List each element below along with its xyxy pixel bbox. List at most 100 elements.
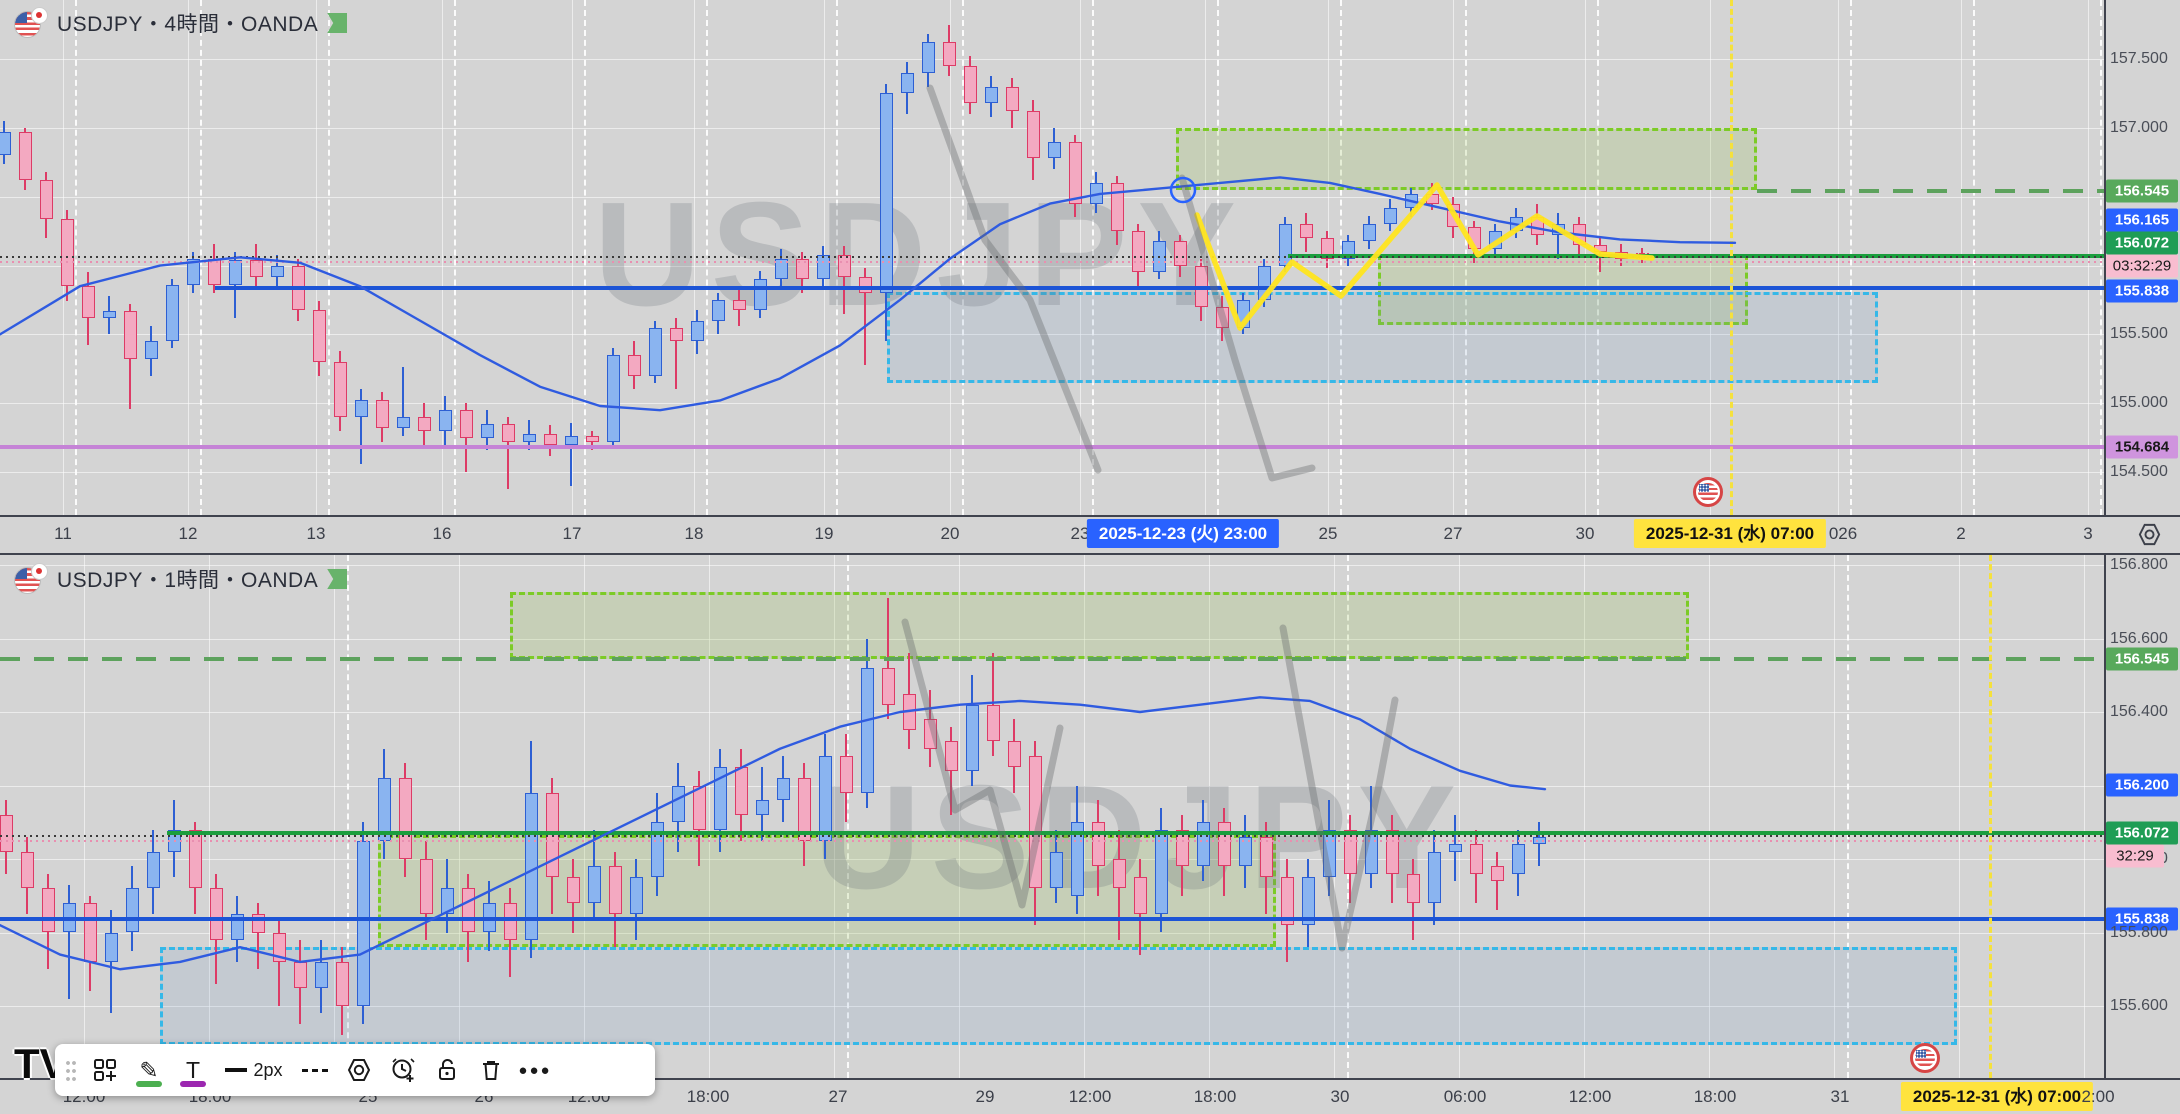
price-tick: 155.600 [2110, 997, 2168, 1014]
price-tick: 155.500 [2110, 325, 2168, 343]
pencil-icon: ✎ [139, 1056, 159, 1083]
event-vertical-line [1989, 555, 1992, 1078]
unlock-icon [439, 1058, 455, 1080]
text-tool-button[interactable]: T [173, 1050, 213, 1090]
template-icon [94, 1059, 116, 1081]
symbol-header-4h[interactable]: USDJPY・4時間・OANDA [14, 7, 348, 38]
price-tick: 157.000 [2110, 118, 2168, 136]
drawing-toolbar: ✎ T 2px [55, 1044, 655, 1096]
time-tick: 11 [54, 524, 72, 543]
price-tick: 154.500 [2110, 463, 2168, 481]
candle-body [480, 423, 494, 438]
usdjpy-pair-flag-icon [14, 7, 48, 38]
candle-body [921, 42, 935, 73]
time-tick: 31 [1830, 1087, 1850, 1106]
grid-line-horizontal [0, 127, 2104, 129]
chart-title-4h[interactable]: USDJPY・4時間・OANDA [57, 13, 319, 36]
us-flag-canton [1699, 484, 1709, 492]
template-button[interactable] [85, 1050, 125, 1090]
bookmark-flag-icon[interactable] [327, 13, 348, 33]
candle-body [543, 433, 557, 445]
time-tick: 3 [2083, 524, 2093, 543]
price-line-solid-purple[interactable] [0, 444, 2104, 449]
more-button[interactable]: ●●● [515, 1050, 555, 1090]
time-tick: 18:00 [1693, 1087, 1737, 1106]
candle-wick [465, 403, 467, 473]
settings-button[interactable] [339, 1050, 379, 1090]
time-axis-blue-label: 2025-12-23 (火) 23:00 [1086, 519, 1280, 548]
time-tick: 2 [1956, 524, 1966, 543]
time-tick: 16 [432, 524, 452, 543]
lock-button[interactable] [427, 1050, 467, 1090]
grid-line-horizontal [0, 638, 2104, 640]
symbol-header-1h[interactable]: USDJPY・1時間・OANDA [14, 563, 348, 594]
grid-line-vertical [1959, 555, 1960, 1078]
usdjpy-pair-flag-icon [14, 563, 48, 594]
toolbar-drag-handle-icon[interactable] [65, 1059, 77, 1081]
us-flag-icon [14, 567, 41, 594]
time-tick: 30 [1575, 524, 1595, 543]
price-label-green2: 156.072 [2106, 821, 2178, 845]
delete-button[interactable] [471, 1050, 511, 1090]
price-label-blue: 155.838 [2106, 279, 2178, 303]
time-axis-yellow-label: 2025-12-31 (水) 07:00 [1633, 519, 1827, 548]
axis-settings-button[interactable] [2136, 521, 2163, 553]
time-tick: 12:00 [1068, 1087, 1112, 1106]
session-break-line [1847, 555, 1849, 1078]
trash-icon [483, 1061, 499, 1080]
dashed-line-icon [302, 1068, 328, 1072]
time-tick: 18:00 [686, 1087, 730, 1106]
time-tick: 19 [814, 524, 834, 543]
text-color-swatch-purple[interactable] [180, 1081, 206, 1087]
price-label-blue: 156.165 [2106, 208, 2178, 232]
time-tick: 18 [684, 524, 704, 543]
candle-body [522, 433, 536, 442]
candle-body [585, 436, 599, 442]
time-tick: 20 [940, 524, 960, 543]
time-tick: 18:00 [1193, 1087, 1237, 1106]
economic-event-us-flag-icon[interactable] [1910, 1043, 1940, 1073]
chart-title-1h[interactable]: USDJPY・1時間・OANDA [57, 569, 319, 592]
candle-body [984, 86, 998, 104]
candle-body [564, 436, 578, 445]
candle-body [417, 417, 431, 431]
candle-body [963, 65, 977, 104]
time-axis-yellow-label: 2025-12-31 (水) 07:00 [1900, 1082, 2094, 1111]
candle-body [396, 417, 410, 429]
price-label-green1: 156.545 [2106, 179, 2178, 203]
grid-line-horizontal [0, 565, 2104, 566]
candle-body [1047, 141, 1061, 159]
time-tick: 30 [1330, 1087, 1350, 1106]
price-label-green1: 156.545 [2106, 647, 2178, 671]
price-line-dash-green[interactable] [1757, 188, 2104, 193]
text-icon: T [185, 1056, 201, 1083]
price-line-dash-green[interactable] [0, 656, 2104, 661]
candle-body [900, 72, 914, 94]
price-tick: 155.800 [2110, 923, 2168, 941]
candle-body [942, 42, 956, 66]
line-width-button[interactable]: 2px [217, 1050, 291, 1090]
draw-tool-button[interactable]: ✎ [129, 1050, 169, 1090]
price-label-pink: 32:29 [2106, 844, 2164, 868]
ellipsis-icon: ●●● [518, 1061, 552, 1079]
economic-event-us-flag-icon[interactable] [1693, 477, 1723, 507]
line-width-label: 2px [253, 1059, 283, 1080]
candle-wick [507, 417, 509, 489]
alert-button[interactable] [383, 1050, 423, 1090]
price-tick: 156.800 [2110, 556, 2168, 573]
time-tick: 06:00 [1443, 1087, 1487, 1106]
price-label-green2: 156.072 [2106, 231, 2178, 255]
price-label-blue: 155.838 [2106, 907, 2178, 931]
line-style-button[interactable] [295, 1050, 335, 1090]
draw-color-swatch-green[interactable] [136, 1081, 162, 1087]
candle-wick [570, 422, 572, 486]
grid-line-horizontal [0, 472, 2104, 474]
time-tick: 27 [1443, 524, 1463, 543]
time-tick: 026 [1828, 524, 1858, 543]
grid-line-vertical [1584, 555, 1585, 1078]
grid-line-vertical [2084, 555, 2085, 1078]
time-tick: 12:00 [1568, 1087, 1612, 1106]
bookmark-flag-icon[interactable] [327, 569, 348, 589]
clock-plus-icon [392, 1058, 415, 1082]
